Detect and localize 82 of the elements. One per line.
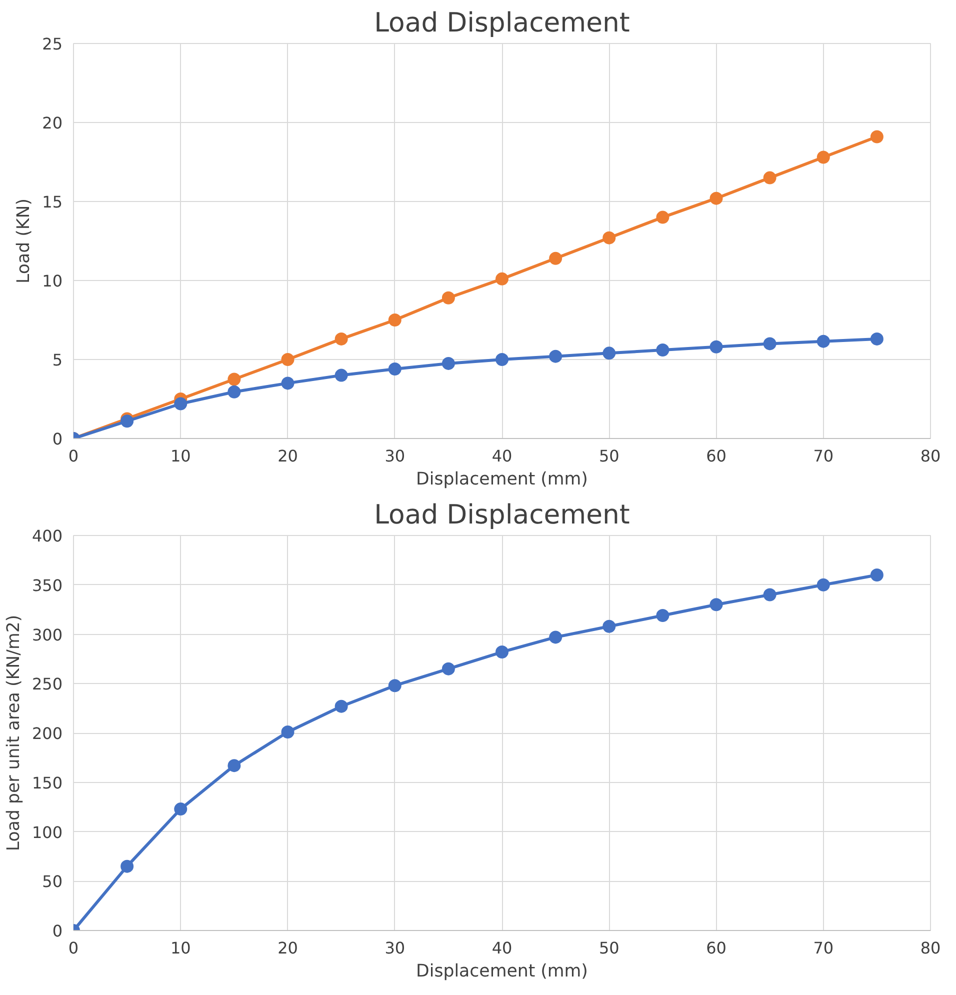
point [602,346,616,360]
y-tick-label: 0 [52,430,63,448]
x-tick-label: 30 [384,446,406,466]
point [120,860,134,873]
point [656,609,670,622]
point [763,588,776,602]
point [281,376,294,390]
point [388,362,402,376]
y-tick-label: 250 [32,674,63,694]
x-tick-label: 20 [278,446,298,466]
point [549,350,562,363]
y-axis-title: Load per unit area (KN/m2) [4,614,24,852]
point [228,372,241,386]
y-tick-label: 5 [52,350,63,370]
point [388,679,402,692]
point [870,568,884,582]
point [816,334,830,348]
y-tick-label: 10 [42,272,62,290]
point [710,340,723,354]
point [710,598,723,612]
x-tick-label: 80 [920,446,941,466]
point [281,353,294,366]
y-tick-label: 150 [32,773,63,792]
chart-title: Load Displacement [374,500,630,530]
point [496,353,508,366]
x-axis-title: Displacement (mm) [416,470,588,490]
point [228,385,241,398]
y-tick-label: 200 [32,724,63,743]
chart-title: Load Displacement [374,8,630,38]
point [334,332,348,346]
point [174,397,188,410]
point [442,356,455,370]
x-tick-label: 60 [706,938,726,958]
y-tick-label: 0 [52,922,63,940]
y-tick-label: 50 [42,872,62,892]
point [710,192,723,205]
x-tick-label: 10 [170,446,191,466]
x-tick-label: 40 [492,938,512,958]
point [549,630,562,644]
point [602,620,616,633]
point [656,344,670,357]
x-axis-title: Displacement (mm) [416,962,588,982]
y-tick-label: 15 [42,192,62,212]
point [174,802,188,816]
y-tick-label: 100 [32,822,63,842]
point [442,662,455,676]
x-tick-label: 0 [68,446,79,466]
x-tick-label: 50 [598,938,620,958]
point [388,314,402,326]
point [228,759,241,772]
x-tick-label: 20 [278,938,298,958]
y-tick-label: 350 [32,576,63,595]
x-tick-label: 70 [813,446,834,466]
point [281,726,294,738]
point [334,700,348,713]
point [496,272,508,286]
point [442,291,455,304]
x-tick-label: 50 [598,446,620,466]
point [763,337,776,350]
x-tick-label: 60 [706,446,726,466]
point [763,171,776,184]
x-tick-label: 30 [384,938,406,958]
point [870,332,884,346]
x-tick-label: 40 [492,446,512,466]
point [816,150,830,164]
y-tick-label: 400 [32,526,63,546]
y-tick-label: 300 [32,625,63,644]
point [870,130,884,144]
point [496,646,508,659]
y-tick-label: 20 [42,114,62,132]
point [656,210,670,224]
x-tick-label: 80 [920,938,941,958]
y-axis-title: Load (KN) [14,198,34,284]
y-tick-label: 25 [42,34,62,54]
x-tick-label: 10 [170,938,191,958]
x-tick-label: 70 [813,938,834,958]
point [334,368,348,382]
point [120,414,134,428]
point [602,231,616,244]
point [816,578,830,592]
point [549,252,562,265]
x-tick-label: 0 [68,938,79,958]
